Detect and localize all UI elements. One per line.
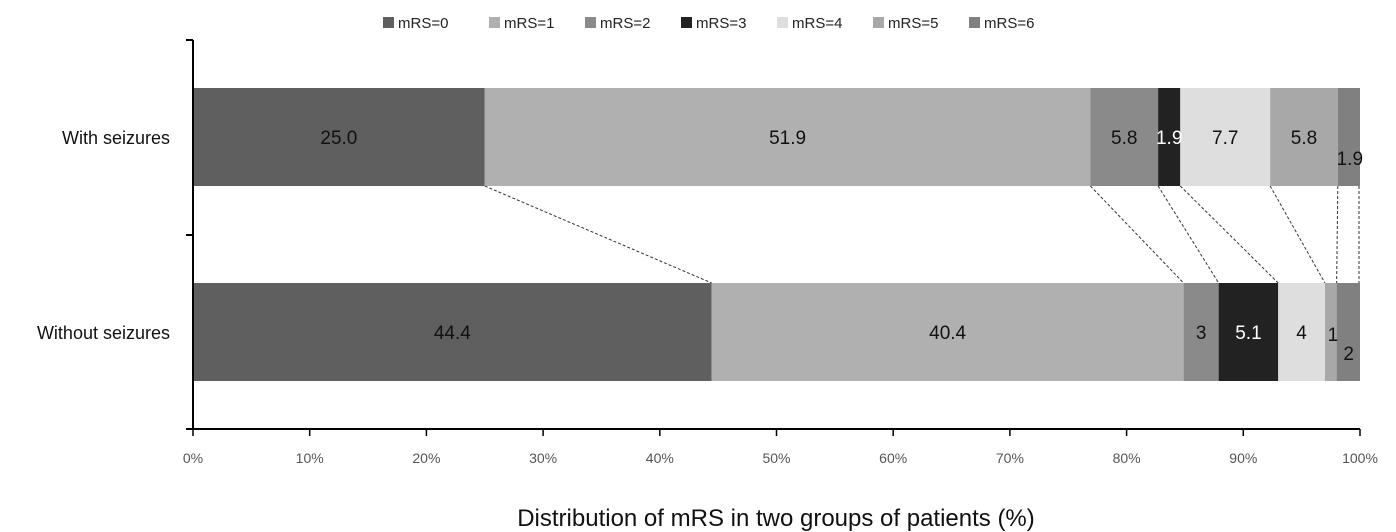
category-label-with-seizures: With seizures — [62, 128, 170, 148]
legend-swatch-mrs-6 — [969, 17, 980, 28]
data-label-with-seizures-mrs-2: 5.8 — [1111, 128, 1137, 149]
x-axis-title: Distribution of mRS in two groups of pat… — [517, 505, 1035, 532]
data-label-with-seizures-mrs-0: 25.0 — [320, 128, 357, 149]
connector-mrs-4 — [1269, 185, 1326, 284]
data-label-with-seizures-mrs-3: 1.9 — [1156, 128, 1182, 149]
data-label-without-seizures-mrs-0: 44.4 — [434, 323, 471, 344]
connector-mrs-2 — [1157, 185, 1220, 284]
bar-with-seizures-mrs-2 — [1090, 88, 1159, 186]
legend-swatch-mrs-0 — [383, 17, 394, 28]
legend-swatch-mrs-5 — [873, 17, 884, 28]
data-label-with-seizures-mrs-1: 51.9 — [769, 128, 806, 149]
connector-mrs-3 — [1179, 185, 1279, 284]
bars: 25.0 51.9 5.8 1.9 7.7 5.8 1.9 44.4 40.4 3 5.1 4 12 — [193, 88, 1363, 381]
legend: mRS=0 mRS=1 mRS=2 mRS=3 mRS=4 mRS=5 mRS=6 — [383, 15, 1034, 32]
data-label-without-seizures-mrs-6: 2 — [1343, 344, 1354, 365]
bar-with-seizures-mrs-6 — [1337, 88, 1360, 186]
bar-with-seizures-mrs-5 — [1270, 88, 1338, 186]
x-ticks: 0% 10% 20% 30% 40% 50% 60% 70% 80% 90% 100% — [183, 429, 1378, 466]
x-tick-label-3: 30% — [529, 450, 557, 466]
legend-swatch-mrs-1 — [489, 17, 500, 28]
legend-swatch-mrs-2 — [585, 17, 596, 28]
bar-without-seizures-mrs-4 — [1278, 283, 1325, 381]
legend-label-mrs-4: mRS=4 — [792, 15, 842, 32]
x-tick-label-9: 90% — [1229, 450, 1257, 466]
x-tick-label-1: 10% — [296, 450, 324, 466]
connector-lines — [484, 185, 1360, 284]
connector-mrs-0 — [484, 185, 712, 284]
data-label-without-seizures-mrs-3: 5.1 — [1235, 323, 1261, 344]
bar-without-seizures-mrs-6 — [1336, 283, 1360, 381]
bar-with-seizures-mrs-4 — [1180, 88, 1271, 186]
x-tick-label-7: 70% — [996, 450, 1024, 466]
legend-label-mrs-5: mRS=5 — [888, 15, 938, 32]
bar-without-seizures-mrs-5 — [1324, 283, 1337, 381]
bar-with-seizures-mrs-0 — [193, 88, 485, 186]
x-tick-label-0: 0% — [183, 450, 203, 466]
data-label-with-seizures-mrs-4: 7.7 — [1212, 128, 1238, 149]
legend-swatch-mrs-3 — [681, 17, 692, 28]
x-tick-label-2: 20% — [412, 450, 440, 466]
data-label-with-seizures-mrs-6: 1.9 — [1337, 149, 1363, 170]
x-tick-label-4: 40% — [646, 450, 674, 466]
connector-mrs-1 — [1090, 185, 1184, 284]
data-label-without-seizures-mrs-5: 1 — [1328, 325, 1339, 346]
bar-without-seizures-mrs-3 — [1218, 283, 1279, 381]
bar-with-seizures-mrs-1 — [484, 88, 1091, 186]
legend-label-mrs-3: mRS=3 — [696, 15, 746, 32]
bar-without-seizures-mrs-1 — [711, 283, 1184, 381]
bar-with-seizures-mrs-3 — [1158, 88, 1181, 186]
x-tick-label-5: 50% — [762, 450, 790, 466]
category-label-without-seizures: Without seizures — [37, 323, 170, 343]
category-labels: With seizures Without seizures — [37, 128, 170, 343]
bar-without-seizures-mrs-2 — [1183, 283, 1219, 381]
data-label-without-seizures-mrs-2: 3 — [1196, 323, 1207, 344]
legend-label-mrs-0: mRS=0 — [398, 15, 448, 32]
x-tick-label-6: 60% — [879, 450, 907, 466]
legend-label-mrs-2: mRS=2 — [600, 15, 650, 32]
data-label-without-seizures-mrs-1: 40.4 — [929, 323, 966, 344]
legend-swatch-mrs-4 — [777, 17, 788, 28]
legend-label-mrs-1: mRS=1 — [504, 15, 554, 32]
data-label-with-seizures-mrs-5: 5.8 — [1291, 128, 1317, 149]
x-tick-label-8: 80% — [1113, 450, 1141, 466]
legend-label-mrs-6: mRS=6 — [984, 15, 1034, 32]
connector-mrs-5 — [1336, 185, 1339, 284]
x-tick-label-10: 100% — [1342, 450, 1378, 466]
bar-without-seizures-mrs-0 — [193, 283, 712, 381]
data-label-without-seizures-mrs-4: 4 — [1296, 323, 1307, 344]
